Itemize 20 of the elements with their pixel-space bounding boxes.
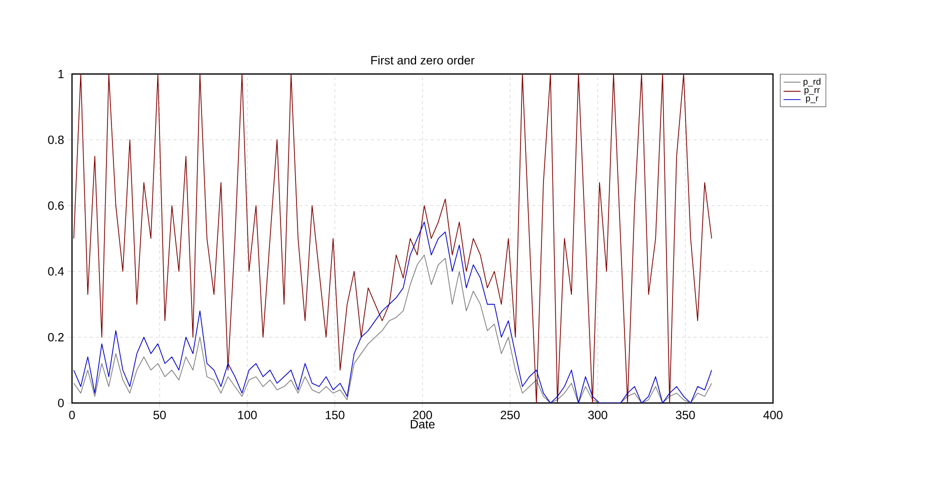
x-tick-label: 300 (588, 410, 608, 420)
x-tick-label: 100 (238, 410, 257, 420)
x-tick-label: 400 (763, 410, 783, 420)
legend-label: p_rr (804, 88, 820, 95)
legend-label: p_rd (804, 78, 820, 87)
x-tick-label: 350 (676, 410, 695, 420)
y-tick-label: 0.8 (48, 136, 64, 144)
y-tick-label: 0.6 (48, 201, 64, 210)
x-tick-label: 200 (413, 410, 432, 420)
x-tick-label: 0 (69, 410, 75, 420)
y-tick-label: 1 (58, 70, 64, 78)
y-tick-label: 0.2 (48, 332, 64, 342)
x-tick-label: 50 (153, 410, 166, 420)
legend-label: p_r (806, 96, 818, 104)
x-axis-title: Date (410, 420, 435, 428)
chart-title: First and zero order (371, 56, 474, 64)
x-tick-label: 150 (326, 410, 344, 420)
y-tick-label: 0.4 (48, 267, 64, 276)
y-tick-label: 0 (58, 398, 64, 408)
x-tick-label: 250 (500, 410, 520, 420)
